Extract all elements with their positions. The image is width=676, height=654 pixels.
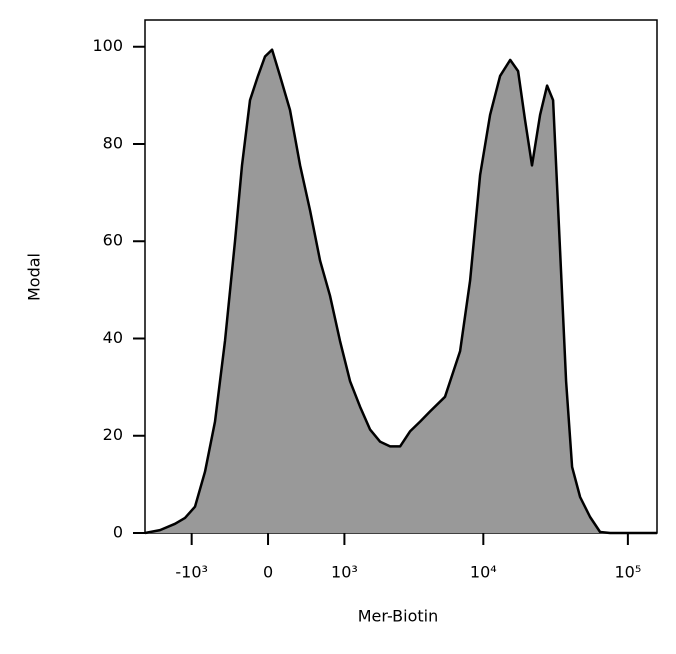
y-axis-label: Modal xyxy=(25,253,44,301)
y-tick-label: 80 xyxy=(103,133,123,152)
area-line xyxy=(144,48,657,535)
y-tick-label: 20 xyxy=(103,425,123,444)
x-tick-label: 0 xyxy=(263,563,273,582)
x-tick-label: 10⁴ xyxy=(470,563,497,582)
area-fill xyxy=(145,49,657,533)
y-tick-label: 60 xyxy=(103,231,123,250)
x-axis-label: Mer-Biotin xyxy=(358,607,438,626)
x-tick-label: -10³ xyxy=(175,563,208,582)
x-tick-label: 10⁵ xyxy=(614,563,641,582)
y-tick-label: 100 xyxy=(92,36,123,55)
y-tick-label: 40 xyxy=(103,328,123,347)
y-tick-label: 0 xyxy=(113,523,123,542)
x-tick-label: 10³ xyxy=(331,563,358,582)
